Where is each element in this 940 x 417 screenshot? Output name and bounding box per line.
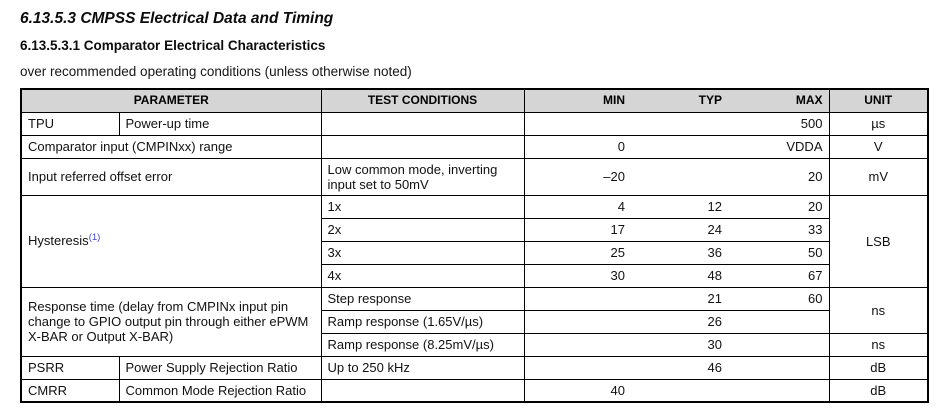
hysteresis-label: Hysteresis	[28, 232, 89, 248]
table-row-hysteresis-3x: 3x 25 36 50	[21, 240, 928, 265]
param-symbol-cell: CMRR	[20, 378, 120, 403]
unit-cell: ns	[828, 332, 929, 357]
table-header-row: PARAMETER TEST CONDITIONS MIN TYP MAX UN…	[20, 88, 929, 113]
column-header-min: MIN	[523, 88, 631, 113]
max-cell: 33	[728, 217, 830, 242]
typ-cell: 24	[631, 217, 728, 242]
typ-cell: 21	[631, 286, 728, 311]
param-symbol-cell: PSRR	[20, 355, 120, 380]
subsection-heading: 6.13.5.3.1 Comparator Electrical Charact…	[20, 38, 326, 53]
test-conditions-cell: Up to 250 kHz	[320, 355, 525, 380]
test-conditions-cell: 3x	[320, 240, 525, 265]
test-conditions-cell: Ramp response (8.25mV/µs)	[320, 332, 525, 357]
max-cell: 67	[728, 263, 830, 288]
electrical-characteristics-table: PARAMETER TEST CONDITIONS MIN TYP MAX UN…	[20, 88, 929, 403]
min-cell: 25	[523, 240, 631, 265]
max-cell	[728, 378, 830, 403]
param-name-cell: Comparator input (CMPINxx) range	[20, 134, 322, 159]
min-cell: 30	[523, 263, 631, 288]
test-conditions-cell	[320, 111, 525, 136]
max-cell	[728, 309, 830, 334]
test-conditions-cell: 2x	[320, 217, 525, 242]
max-cell: VDDA	[728, 134, 830, 159]
column-header-typ: TYP	[631, 88, 728, 113]
test-conditions-cell: Step response	[320, 286, 525, 311]
table-row-response-step: Response time (delay from CMPINx input p…	[20, 286, 929, 357]
max-cell: 20	[728, 157, 830, 196]
unit-cell: dB	[828, 355, 929, 380]
table-row-psrr: PSRR Power Supply Rejection Ratio Up to …	[20, 355, 929, 380]
unit-cell: V	[828, 134, 929, 159]
column-header-max: MAX	[728, 88, 830, 113]
unit-cell: µs	[828, 111, 929, 136]
test-conditions-cell: 4x	[320, 263, 525, 288]
min-cell	[523, 111, 631, 136]
min-cell: 17	[523, 217, 631, 242]
test-conditions-cell: 1x	[320, 194, 525, 219]
footnote-1-link[interactable]: (1)	[88, 232, 101, 243]
column-header-test-conditions: TEST CONDITIONS	[320, 88, 525, 113]
typ-cell	[631, 378, 728, 403]
param-name-cell: Common Mode Rejection Ratio	[118, 378, 322, 403]
typ-cell: 46	[631, 355, 728, 380]
section-heading: 6.13.5.3 CMPSS Electrical Data and Timin…	[20, 10, 334, 27]
test-conditions-cell: Ramp response (1.65V/µs)	[320, 309, 525, 334]
conditions-note: over recommended operating conditions (u…	[20, 64, 412, 79]
table-row-tpu: TPU Power-up time 500 µs	[20, 111, 929, 136]
typ-cell: 12	[631, 194, 728, 219]
max-cell: 20	[728, 194, 830, 219]
table-row-hysteresis-1x: Hysteresis(1) 1x 4 12 20 LSB	[20, 194, 929, 288]
column-header-unit: UNIT	[828, 88, 929, 113]
table-row-response-ramp-fast: Ramp response (8.25mV/µs) 30 ns	[21, 332, 929, 357]
typ-cell	[631, 157, 728, 196]
min-cell: 4	[523, 194, 631, 219]
typ-cell	[631, 111, 728, 136]
typ-cell: 30	[631, 332, 728, 357]
min-cell	[523, 355, 631, 380]
max-cell	[728, 332, 830, 357]
table-row-cmpin-range: Comparator input (CMPINxx) range 0 VDDA …	[20, 134, 929, 159]
param-name-cell-hysteresis: Hysteresis(1)	[20, 194, 322, 288]
table-row-offset-error: Input referred offset error Low common m…	[20, 157, 929, 196]
typ-cell: 48	[631, 263, 728, 288]
max-cell	[728, 355, 830, 380]
min-cell	[523, 286, 631, 311]
table-row-hysteresis-2x: 2x 17 24 33	[21, 217, 928, 242]
param-name-cell: Power-up time	[118, 111, 322, 136]
param-symbol-cell: TPU	[20, 111, 120, 136]
typ-cell	[631, 134, 728, 159]
max-cell: 60	[728, 286, 830, 311]
test-conditions-cell: Low common mode, inverting input set to …	[320, 157, 525, 196]
min-cell: 0	[523, 134, 631, 159]
min-cell	[523, 309, 631, 334]
min-cell	[523, 332, 631, 357]
table-row-cmrr: CMRR Common Mode Rejection Ratio 40 dB	[20, 378, 929, 403]
datasheet-page: 6.13.5.3 CMPSS Electrical Data and Timin…	[20, 10, 929, 403]
table-row-hysteresis-4x: 4x 30 48 67	[21, 263, 928, 288]
max-cell: 500	[728, 111, 830, 136]
param-name-cell: Input referred offset error	[20, 157, 322, 196]
unit-cell-lsb: LSB	[828, 194, 929, 288]
unit-cell: mV	[828, 157, 929, 196]
max-cell: 50	[728, 240, 830, 265]
unit-cell-ns: ns	[828, 286, 929, 334]
typ-cell: 26	[631, 309, 728, 334]
param-name-cell-response-time: Response time (delay from CMPINx input p…	[20, 286, 322, 357]
param-name-cell: Power Supply Rejection Ratio	[118, 355, 322, 380]
test-conditions-cell	[320, 378, 525, 403]
min-cell: 40	[523, 378, 631, 403]
unit-cell: dB	[828, 378, 929, 403]
test-conditions-cell	[320, 134, 525, 159]
column-header-parameter: PARAMETER	[20, 88, 322, 113]
min-cell: –20	[523, 157, 631, 196]
typ-cell: 36	[631, 240, 728, 265]
